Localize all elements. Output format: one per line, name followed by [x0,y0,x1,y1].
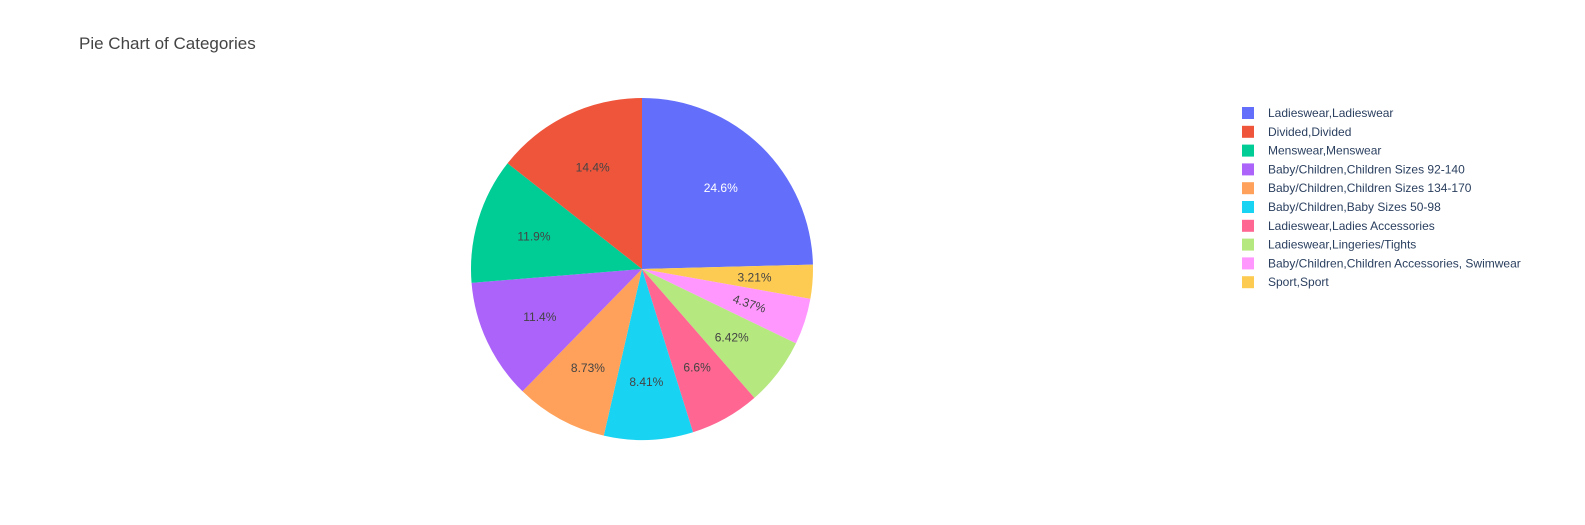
legend-item[interactable]: Ladieswear,Ladies Accessories [1242,219,1435,233]
legend-swatch [1242,276,1254,289]
pie-slices [471,98,814,440]
legend-swatch [1242,201,1254,213]
legend-label: Ladieswear,Lingeries/Tights [1268,238,1416,252]
pie-slice[interactable] [642,98,813,269]
slice-percent-label: 6.6% [683,360,711,374]
legend-item[interactable]: Ladieswear,Lingeries/Tights [1242,238,1416,252]
pie-slice[interactable] [522,269,642,436]
legend-label: Menswear,Menswear [1268,144,1381,158]
pie-slice[interactable] [642,269,811,344]
legend-label: Sport,Sport [1268,275,1329,289]
legend-swatch [1242,219,1254,232]
slice-percent-label: 24.6% [704,181,738,195]
legend-swatch [1242,144,1254,157]
pie-slice[interactable] [471,269,642,392]
slice-percent-label: 3.21% [738,270,772,284]
slice-percent-label: 11.4% [523,310,556,324]
legend-label: Divided,Divided [1268,125,1351,139]
pie-slice[interactable] [507,98,642,269]
slice-percent-label: 6.42% [715,330,749,344]
legend-swatch [1242,182,1254,195]
chart-title: Pie Chart of Categories [79,34,256,53]
legend-label: Ladieswear,Ladies Accessories [1268,219,1435,233]
legend-item[interactable]: Baby/Children,Children Sizes 134-170 [1242,181,1472,195]
legend-swatch [1242,238,1254,251]
pie-slice[interactable] [642,269,796,398]
slice-percent-label: 8.73% [571,361,605,375]
pie-slice[interactable] [603,269,693,440]
legend-label: Baby/Children,Children Sizes 92-140 [1268,162,1465,176]
slice-percent-label: 8.41% [629,375,663,389]
legend-item[interactable]: Menswear,Menswear [1242,144,1381,158]
legend-label: Baby/Children,Children Sizes 134-170 [1268,181,1472,195]
legend-item[interactable]: Baby/Children,Baby Sizes 50-98 [1242,200,1441,214]
legend-item[interactable]: Sport,Sport [1242,275,1329,289]
legend-item[interactable]: Baby/Children,Children Accessories, Swim… [1242,256,1521,270]
pie-slice[interactable] [642,269,755,433]
slice-percent-label: 11.9% [517,229,550,243]
legend-label: Ladieswear,Ladieswear [1268,106,1393,120]
legend-item[interactable]: Divided,Divided [1242,125,1351,139]
pie-slice[interactable] [471,163,642,283]
legend: Ladieswear,Ladieswear Divided,Divided Mens… [1242,106,1521,289]
legend-label: Baby/Children,Baby Sizes 50-98 [1268,200,1441,214]
legend-swatch [1242,163,1254,176]
legend-swatch [1242,125,1254,138]
slice-percent-label: 14.4% [576,160,610,174]
legend-swatch [1242,107,1254,119]
legend-item[interactable]: Baby/Children,Children Sizes 92-140 [1242,162,1465,176]
legend-swatch [1242,257,1254,270]
pie-slice[interactable] [642,264,814,299]
legend-label: Baby/Children,Children Accessories, Swim… [1268,256,1521,270]
legend-item[interactable]: Ladieswear,Ladieswear [1242,106,1393,120]
